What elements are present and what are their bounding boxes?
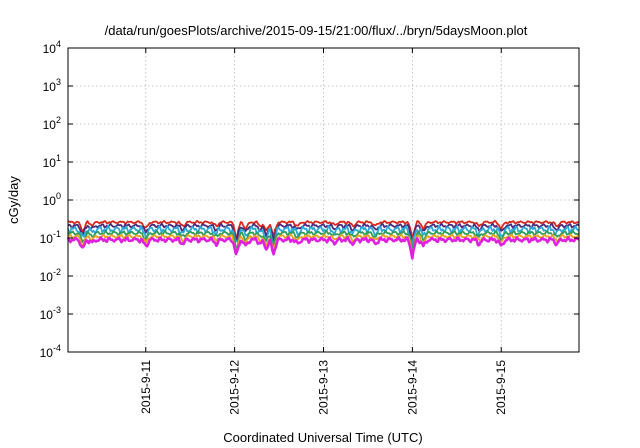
y-tick-base: 10 (43, 194, 57, 208)
y-tick-label: 100 (43, 191, 61, 208)
x-tick-label: 2015-9-13 (317, 360, 331, 415)
y-tick-label: 103 (43, 77, 61, 94)
y-tick-exponent: 0 (56, 191, 61, 201)
y-tick-base: 10 (40, 308, 54, 322)
y-tick-exponent: 3 (56, 77, 61, 87)
x-tick-label: 2015-9-12 (228, 360, 242, 415)
y-tick-base: 10 (43, 156, 57, 170)
y-tick-exponent: -4 (53, 343, 61, 353)
series-line (67, 233, 579, 256)
series-line (67, 219, 580, 242)
series-line (67, 224, 580, 247)
y-tick-label: 101 (43, 153, 61, 170)
y-tick-base: 10 (40, 270, 54, 284)
series-line (67, 222, 580, 246)
series-line (66, 235, 580, 260)
y-axis-label: cGy/day (6, 176, 21, 224)
x-axis-label: Coordinated Universal Time (UTC) (223, 430, 422, 445)
x-tick-label: 2015-9-14 (405, 360, 419, 415)
y-tick-exponent: 1 (56, 153, 61, 163)
grid-lines (68, 48, 579, 352)
x-tick-label: 2015-9-11 (139, 360, 153, 414)
y-tick-exponent: -3 (53, 305, 61, 315)
y-tick-exponent: -1 (53, 229, 61, 239)
y-tick-base: 10 (40, 346, 54, 360)
y-tick-base: 10 (43, 80, 57, 94)
y-tick-label: 10-3 (40, 305, 61, 322)
y-tick-label: 10-2 (40, 267, 61, 284)
x-tick-label: 2015-9-15 (494, 360, 508, 415)
y-tick-exponent: 2 (56, 115, 61, 125)
x-axis: 2015-9-11 2015-9-12 2015-9-13 2015-9-14 2015… (139, 48, 508, 415)
y-tick-label: 10-4 (40, 343, 61, 360)
y-tick-base: 10 (40, 232, 54, 246)
series-layer (66, 219, 580, 260)
y-tick-base: 10 (43, 118, 57, 132)
y-tick-label: 104 (43, 39, 61, 56)
chart-title: /data/run/goesPlots/archive/2015-09-15/2… (105, 23, 528, 38)
y-tick-base: 10 (43, 42, 57, 56)
y-tick-label: 10-1 (40, 229, 61, 246)
y-tick-label: 102 (43, 115, 61, 132)
y-tick-exponent: 4 (56, 39, 61, 49)
y-tick-exponent: -2 (53, 267, 61, 277)
